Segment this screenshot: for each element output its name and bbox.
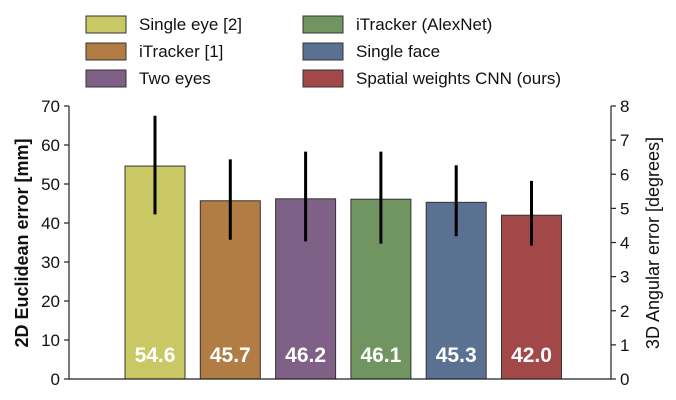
y2-tick-label: 4 bbox=[620, 234, 629, 253]
legend-label: Single eye [2] bbox=[139, 15, 242, 34]
y2-tick-label: 1 bbox=[620, 336, 629, 355]
legend-swatch bbox=[85, 42, 127, 61]
y-tick-label: 0 bbox=[51, 370, 60, 389]
legend-label: Spatial weights CNN (ours) bbox=[356, 69, 561, 88]
error-bars bbox=[153, 115, 533, 246]
legend: Single eye [2] iTracker [1] Two eyes iTrack… bbox=[85, 15, 561, 88]
bar-value-label: 46.2 bbox=[285, 344, 326, 367]
y-tick-label: 70 bbox=[41, 97, 60, 116]
y2-tick-label: 2 bbox=[620, 302, 629, 321]
y2-tick-label: 6 bbox=[620, 165, 629, 184]
legend-swatch bbox=[302, 15, 344, 34]
y2-tick-label: 7 bbox=[620, 131, 629, 150]
y2-tick-label: 3 bbox=[620, 268, 629, 287]
legend-swatch bbox=[85, 69, 127, 88]
legend-label: Single face bbox=[356, 42, 440, 61]
y2-tick-label: 0 bbox=[620, 370, 629, 389]
y-tick-label: 20 bbox=[41, 292, 60, 311]
bar-value-label: 54.6 bbox=[135, 344, 176, 367]
legend-label: Two eyes bbox=[139, 69, 211, 88]
axes: 0 10 20 30 40 50 60 70 0 1 2 3 4 5 6 7 8 bbox=[41, 97, 629, 389]
y-tick-label: 60 bbox=[41, 136, 60, 155]
bar-value-label: 45.7 bbox=[210, 344, 251, 367]
y-tick-label: 40 bbox=[41, 214, 60, 233]
y2-axis-title: 3D Angular error [degrees] bbox=[643, 137, 663, 349]
bar-value-label: 42.0 bbox=[511, 344, 552, 367]
bars: 54.6 45.7 46.2 46.1 45.3 42.0 bbox=[124, 165, 562, 380]
legend-label: iTracker (AlexNet) bbox=[356, 15, 492, 34]
bar-value-label: 45.3 bbox=[436, 344, 477, 367]
legend-swatch bbox=[85, 15, 127, 34]
legend-label: iTracker [1] bbox=[139, 42, 223, 61]
y-tick-label: 50 bbox=[41, 175, 60, 194]
legend-swatch bbox=[302, 69, 344, 88]
y-tick-label: 10 bbox=[41, 331, 60, 350]
legend-swatch bbox=[302, 42, 344, 61]
y2-tick-label: 5 bbox=[620, 199, 629, 218]
y-axis-title: 2D Euclidean error [mm] bbox=[12, 138, 32, 347]
bar-value-label: 46.1 bbox=[360, 344, 401, 367]
y-tick-label: 30 bbox=[41, 253, 60, 272]
y2-tick-label: 8 bbox=[620, 97, 629, 116]
